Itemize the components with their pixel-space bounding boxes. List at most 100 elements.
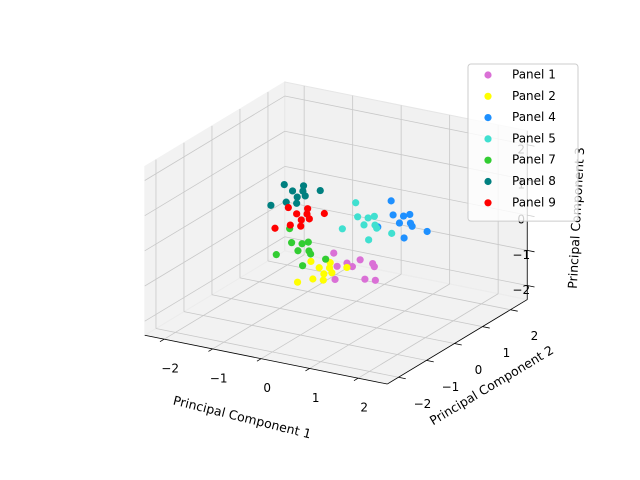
y-tick: [454, 343, 462, 346]
point: [348, 263, 356, 271]
y-tick-label: 0: [475, 363, 483, 377]
point: [388, 229, 396, 237]
legend-marker: [484, 177, 492, 186]
legend-label: Panel 1: [512, 68, 556, 82]
grid-line: [357, 293, 499, 379]
point: [284, 203, 292, 212]
point: [389, 211, 397, 219]
point: [325, 264, 334, 272]
x-tick: [159, 338, 165, 343]
point: [400, 234, 408, 242]
x-tick-label: 1: [312, 391, 320, 405]
grid-line: [260, 273, 402, 360]
grid-line: [212, 264, 353, 350]
point: [333, 262, 341, 270]
point: [343, 263, 351, 272]
legend-label: Panel 8: [512, 174, 556, 188]
z-tick: [527, 285, 535, 288]
z-tick: [527, 249, 535, 253]
point: [272, 251, 280, 259]
grid-line: [284, 201, 528, 251]
point: [299, 182, 308, 190]
grid-line: [211, 294, 455, 344]
grid-line: [144, 236, 285, 322]
point: [356, 256, 364, 264]
y-tick-label: 1: [503, 346, 511, 360]
y-tick-label: −1: [442, 380, 460, 394]
point: [364, 214, 372, 222]
point: [297, 222, 305, 230]
grid-line: [155, 328, 399, 378]
point: [361, 275, 369, 283]
point: [370, 212, 378, 220]
point: [294, 247, 302, 255]
x-tick: [353, 377, 359, 382]
grid-line: [183, 311, 427, 361]
y-tick-label: 2: [531, 329, 539, 343]
legend-marker: [484, 199, 492, 207]
y-tick: [426, 359, 434, 363]
grid-line: [239, 277, 483, 328]
point: [280, 181, 288, 189]
point: [309, 275, 317, 283]
grid-line: [144, 95, 285, 181]
y-tick: [510, 309, 518, 312]
grid-line: [163, 254, 305, 340]
point: [293, 193, 301, 201]
legend: Panel 1 Panel 2 Panel 4 Panel 5 Panel 7 Panel…: [467, 63, 579, 222]
legend-label: Panel 4: [512, 110, 556, 124]
point: [408, 222, 416, 230]
point: [338, 225, 346, 233]
point: [304, 205, 312, 213]
legend-box: [467, 63, 579, 222]
x-axis-line: [144, 334, 388, 385]
grid-line: [144, 166, 285, 252]
point: [354, 213, 362, 221]
x-tick: [208, 348, 213, 352]
legend-label: Panel 9: [512, 195, 556, 209]
z-tick-label: −2: [512, 283, 530, 297]
point: [293, 199, 301, 207]
point: [299, 187, 307, 195]
legend-marker: [484, 71, 492, 79]
x-tick-label: −2: [161, 362, 179, 376]
point: [370, 263, 378, 271]
point: [406, 210, 414, 219]
x-tick: [305, 368, 310, 372]
point: [319, 276, 327, 284]
point: [399, 212, 408, 220]
point: [297, 216, 305, 224]
point: [352, 199, 360, 207]
legend-label: Panel 5: [512, 131, 556, 145]
point: [365, 236, 373, 244]
point: [331, 275, 339, 284]
point: [304, 238, 312, 246]
point: [371, 276, 379, 284]
z-tick-label: −1: [512, 248, 530, 262]
point: [293, 210, 301, 218]
point: [307, 250, 315, 258]
x-tick: [256, 358, 262, 362]
legend-marker: [484, 135, 492, 143]
x-tick-label: 2: [360, 401, 368, 415]
point: [330, 249, 338, 257]
legend-marker: [484, 156, 492, 164]
y-tick-label: −2: [414, 397, 432, 411]
point: [316, 186, 324, 195]
x-tick-label: 0: [263, 381, 271, 395]
point: [395, 219, 404, 227]
y-tick: [482, 326, 490, 329]
legend-label: Panel 2: [512, 89, 556, 103]
point: [293, 278, 302, 286]
point: [307, 257, 315, 266]
point: [322, 255, 330, 263]
point: [320, 209, 328, 218]
point: [305, 215, 313, 223]
points: [267, 181, 431, 286]
x-tick-label: −1: [210, 371, 228, 385]
legend-marker: [484, 92, 492, 100]
grid: [144, 85, 528, 379]
y-tick: [398, 376, 406, 380]
point: [267, 201, 275, 209]
